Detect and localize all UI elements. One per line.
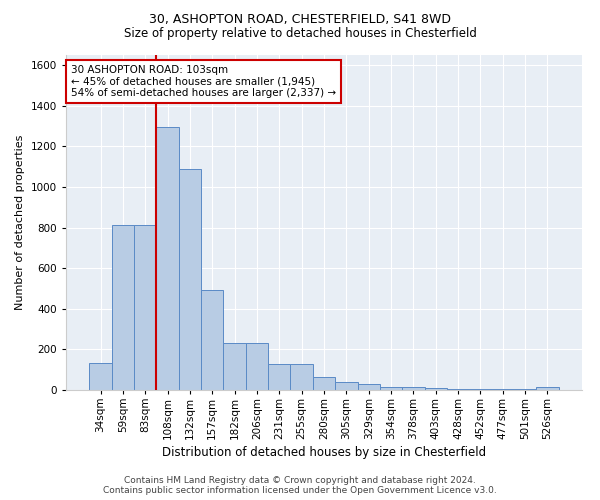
Text: 30, ASHOPTON ROAD, CHESTERFIELD, S41 8WD: 30, ASHOPTON ROAD, CHESTERFIELD, S41 8WD <box>149 12 451 26</box>
Bar <box>246 344 268 390</box>
Bar <box>447 389 469 390</box>
Bar <box>201 290 223 390</box>
Bar <box>157 127 179 390</box>
Y-axis label: Number of detached properties: Number of detached properties <box>15 135 25 310</box>
Bar <box>134 224 157 390</box>
Bar <box>425 388 447 390</box>
X-axis label: Distribution of detached houses by size in Chesterfield: Distribution of detached houses by size … <box>162 446 486 459</box>
Bar <box>112 224 134 390</box>
Text: Contains HM Land Registry data © Crown copyright and database right 2024.
Contai: Contains HM Land Registry data © Crown c… <box>103 476 497 495</box>
Bar <box>223 344 246 390</box>
Bar <box>179 168 201 390</box>
Bar <box>268 364 290 390</box>
Bar <box>380 387 402 390</box>
Bar <box>290 364 313 390</box>
Text: Size of property relative to detached houses in Chesterfield: Size of property relative to detached ho… <box>124 28 476 40</box>
Bar <box>335 382 358 390</box>
Bar <box>536 388 559 390</box>
Bar <box>89 362 112 390</box>
Bar <box>358 384 380 390</box>
Bar <box>402 387 425 390</box>
Bar <box>313 377 335 390</box>
Text: 30 ASHOPTON ROAD: 103sqm
← 45% of detached houses are smaller (1,945)
54% of sem: 30 ASHOPTON ROAD: 103sqm ← 45% of detach… <box>71 65 336 98</box>
